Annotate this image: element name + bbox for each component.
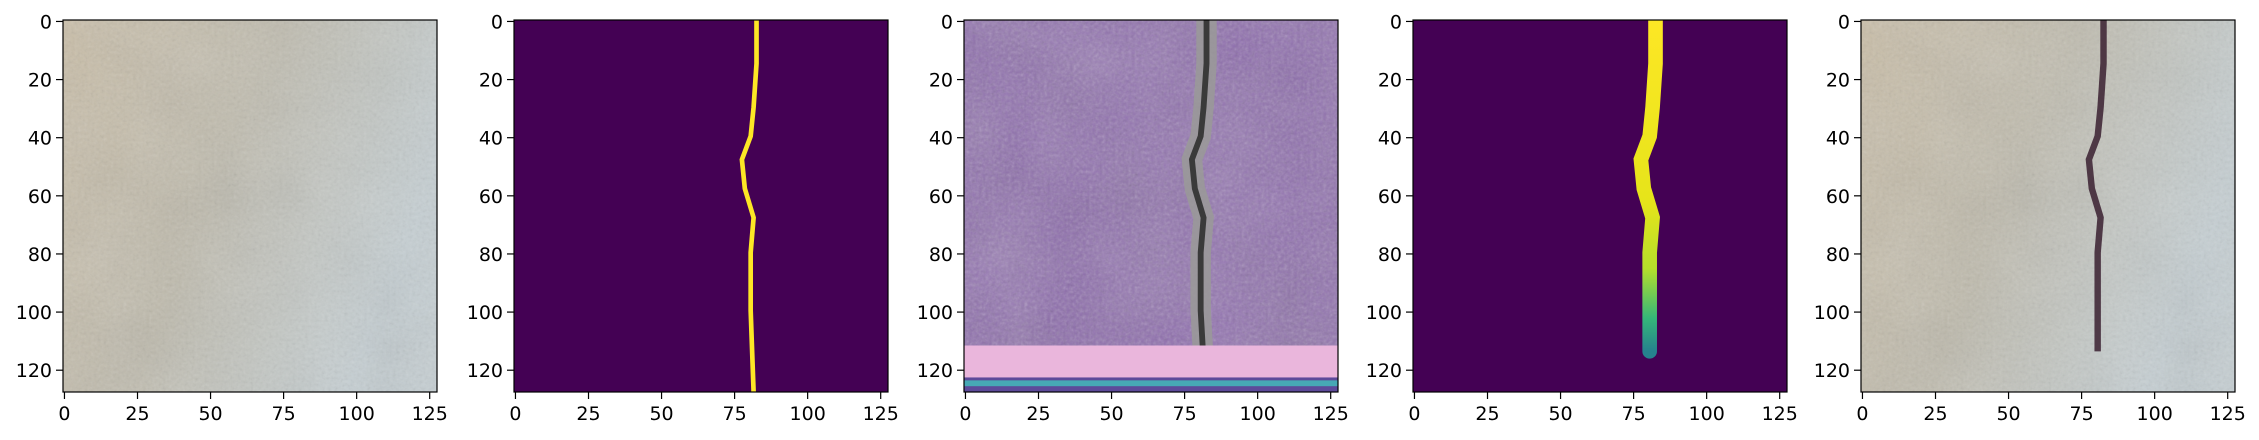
x-tick-label: 50 bbox=[1548, 403, 1572, 425]
y-tick-label: 80 bbox=[929, 244, 953, 266]
x-tick-label: 50 bbox=[1099, 403, 1123, 425]
y-tick-label: 40 bbox=[929, 128, 953, 150]
x-tick-label: 100 bbox=[790, 403, 826, 425]
y-tick-label: 80 bbox=[1826, 244, 1850, 266]
x-tick-label: 50 bbox=[1996, 403, 2020, 425]
x-tick-label: 0 bbox=[509, 403, 521, 425]
x-tick-label: 125 bbox=[412, 403, 448, 425]
y-tick-label: 60 bbox=[1826, 186, 1850, 208]
x-tick-label: 100 bbox=[339, 403, 375, 425]
x-tick-label: 100 bbox=[1240, 403, 1276, 425]
x-tick-label: 25 bbox=[1923, 403, 1947, 425]
y-tick-label: 60 bbox=[479, 186, 503, 208]
x-tick-label: 75 bbox=[1173, 403, 1197, 425]
y-tick-label: 60 bbox=[929, 186, 953, 208]
y-tick-label: 40 bbox=[479, 128, 503, 150]
image-overlay bbox=[1861, 20, 2235, 392]
y-tick-label: 40 bbox=[28, 128, 52, 150]
y-tick-label: 0 bbox=[1390, 11, 1402, 33]
x-tick-label: 100 bbox=[2137, 403, 2173, 425]
x-tick-label: 125 bbox=[1762, 403, 1798, 425]
image-prediction bbox=[1413, 20, 1787, 392]
image-generated bbox=[964, 20, 1338, 392]
y-tick-label: 40 bbox=[1826, 128, 1850, 150]
y-tick-label: 120 bbox=[917, 360, 953, 382]
axes-frame bbox=[1412, 19, 1788, 393]
y-tick-label: 20 bbox=[1378, 70, 1402, 92]
image-mask bbox=[514, 20, 888, 392]
image-texture bbox=[63, 20, 437, 392]
x-tick-label: 25 bbox=[125, 403, 149, 425]
y-tick-label: 100 bbox=[1814, 302, 1850, 324]
x-tick-label: 25 bbox=[576, 403, 600, 425]
y-tick-label: 0 bbox=[1838, 11, 1850, 33]
y-tick-label: 80 bbox=[28, 244, 52, 266]
x-tick-label: 25 bbox=[1475, 403, 1499, 425]
x-tick-label: 0 bbox=[1408, 403, 1420, 425]
axes-frame bbox=[963, 19, 1339, 393]
y-tick-label: 0 bbox=[40, 11, 52, 33]
y-tick-label: 40 bbox=[1378, 128, 1402, 150]
y-tick-label: 0 bbox=[941, 11, 953, 33]
y-tick-label: 100 bbox=[917, 302, 953, 324]
x-tick-label: 0 bbox=[1856, 403, 1868, 425]
x-tick-label: 125 bbox=[1313, 403, 1349, 425]
x-tick-label: 75 bbox=[2070, 403, 2094, 425]
axes-frame bbox=[1860, 19, 2236, 393]
y-tick-label: 60 bbox=[28, 186, 52, 208]
y-tick-label: 20 bbox=[1826, 70, 1850, 92]
y-tick-label: 20 bbox=[28, 70, 52, 92]
y-tick-label: 20 bbox=[929, 70, 953, 92]
y-tick-label: 80 bbox=[1378, 244, 1402, 266]
y-tick-label: 60 bbox=[1378, 186, 1402, 208]
x-tick-label: 25 bbox=[1026, 403, 1050, 425]
x-tick-label: 100 bbox=[1689, 403, 1725, 425]
x-tick-label: 0 bbox=[959, 403, 971, 425]
y-tick-label: 80 bbox=[479, 244, 503, 266]
y-tick-label: 20 bbox=[479, 70, 503, 92]
x-tick-label: 125 bbox=[2210, 403, 2246, 425]
x-tick-label: 0 bbox=[58, 403, 70, 425]
y-tick-label: 120 bbox=[1814, 360, 1850, 382]
y-tick-label: 120 bbox=[1366, 360, 1402, 382]
x-tick-label: 75 bbox=[1622, 403, 1646, 425]
y-tick-label: 0 bbox=[491, 11, 503, 33]
x-tick-label: 75 bbox=[723, 403, 747, 425]
y-tick-label: 100 bbox=[16, 302, 52, 324]
y-tick-label: 120 bbox=[467, 360, 503, 382]
x-tick-label: 125 bbox=[863, 403, 899, 425]
y-tick-label: 100 bbox=[1366, 302, 1402, 324]
x-tick-label: 50 bbox=[198, 403, 222, 425]
x-tick-label: 75 bbox=[272, 403, 296, 425]
axes-frame bbox=[513, 19, 889, 393]
y-tick-label: 100 bbox=[467, 302, 503, 324]
x-tick-label: 50 bbox=[649, 403, 673, 425]
y-tick-label: 120 bbox=[16, 360, 52, 382]
axes-frame bbox=[62, 19, 438, 393]
